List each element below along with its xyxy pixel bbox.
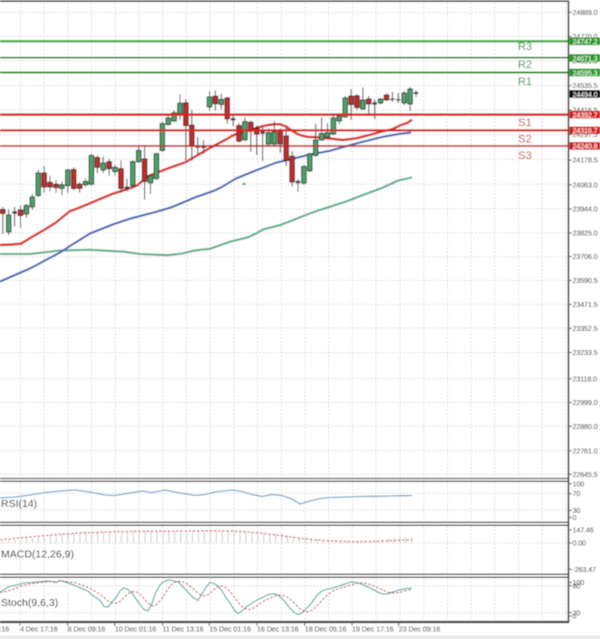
svg-text:24747.2: 24747.2 xyxy=(573,37,598,46)
svg-text:4 Dec 17:16: 4 Dec 17:16 xyxy=(20,625,58,634)
svg-text:R1: R1 xyxy=(518,76,532,88)
svg-text:23352.5: 23352.5 xyxy=(573,324,598,333)
svg-text:MACD(12,26,9): MACD(12,26,9) xyxy=(1,549,74,561)
svg-text:S2: S2 xyxy=(518,134,531,146)
svg-text:0: 0 xyxy=(573,612,577,621)
svg-text:147.46: 147.46 xyxy=(573,526,594,535)
svg-text:22761.0: 22761.0 xyxy=(573,446,598,455)
svg-text:S1: S1 xyxy=(518,117,531,129)
svg-text:24240.8: 24240.8 xyxy=(573,142,598,151)
svg-text:23118.0: 23118.0 xyxy=(573,374,598,383)
svg-text:-263.47: -263.47 xyxy=(573,565,596,574)
svg-text:18 Dec 05:16: 18 Dec 05:16 xyxy=(305,625,347,634)
svg-text:S3: S3 xyxy=(518,150,531,162)
svg-text:23590.5: 23590.5 xyxy=(573,276,598,285)
svg-text:0.00: 0.00 xyxy=(573,539,587,548)
svg-text:30: 30 xyxy=(573,506,581,515)
svg-text:24671.3: 24671.3 xyxy=(573,54,598,63)
svg-text:24494.0: 24494.0 xyxy=(573,90,598,99)
svg-text:24316.7: 24316.7 xyxy=(573,126,598,135)
svg-text:10 Dec 01:16: 10 Dec 01:16 xyxy=(115,625,157,634)
svg-text:23706.0: 23706.0 xyxy=(573,252,598,261)
svg-text:24595.3: 24595.3 xyxy=(573,68,598,77)
svg-text:23944.0: 23944.0 xyxy=(573,205,598,214)
svg-text:16 Dec 13:16: 16 Dec 13:16 xyxy=(257,625,299,634)
svg-text:8 Dec 09:16: 8 Dec 09:16 xyxy=(68,625,106,634)
svg-text:100: 100 xyxy=(573,578,585,587)
svg-text:20: 20 xyxy=(573,608,581,617)
svg-text:15 Dec 01:16: 15 Dec 01:16 xyxy=(209,625,251,634)
svg-text:24889.0: 24889.0 xyxy=(573,8,598,17)
svg-text:R2: R2 xyxy=(518,59,532,71)
svg-text:24392.7: 24392.7 xyxy=(573,110,598,119)
svg-text:70: 70 xyxy=(573,489,581,498)
svg-text:Stoch(9,6,3): Stoch(9,6,3) xyxy=(1,597,58,609)
svg-text:24416.5: 24416.5 xyxy=(573,106,598,115)
svg-text:80: 80 xyxy=(573,581,581,590)
svg-text:23 Dec 09:16: 23 Dec 09:16 xyxy=(399,625,441,634)
svg-text:24063.0: 24063.0 xyxy=(573,180,598,189)
svg-text:0: 0 xyxy=(573,513,577,522)
svg-text:11 Dec 13:16: 11 Dec 13:16 xyxy=(163,625,204,634)
svg-text:R3: R3 xyxy=(518,41,532,53)
svg-text:23825.0: 23825.0 xyxy=(573,229,598,238)
svg-text:24535.5: 24535.5 xyxy=(573,81,598,90)
svg-text:22999.0: 22999.0 xyxy=(573,398,598,407)
svg-text:22880.0: 22880.0 xyxy=(573,422,598,431)
svg-text:RSI(14): RSI(14) xyxy=(1,498,37,510)
svg-text::16: :16 xyxy=(0,625,9,634)
svg-text:24297.5: 24297.5 xyxy=(573,130,598,139)
svg-text:23233.5: 23233.5 xyxy=(573,348,598,357)
svg-text:100: 100 xyxy=(573,479,585,488)
svg-text:24770.0: 24770.0 xyxy=(573,32,598,41)
svg-text:23471.5: 23471.5 xyxy=(573,300,598,309)
svg-text:24178.5: 24178.5 xyxy=(573,156,598,165)
svg-text:19 Dec 17:16: 19 Dec 17:16 xyxy=(352,625,394,634)
svg-text:22645.5: 22645.5 xyxy=(573,470,598,479)
